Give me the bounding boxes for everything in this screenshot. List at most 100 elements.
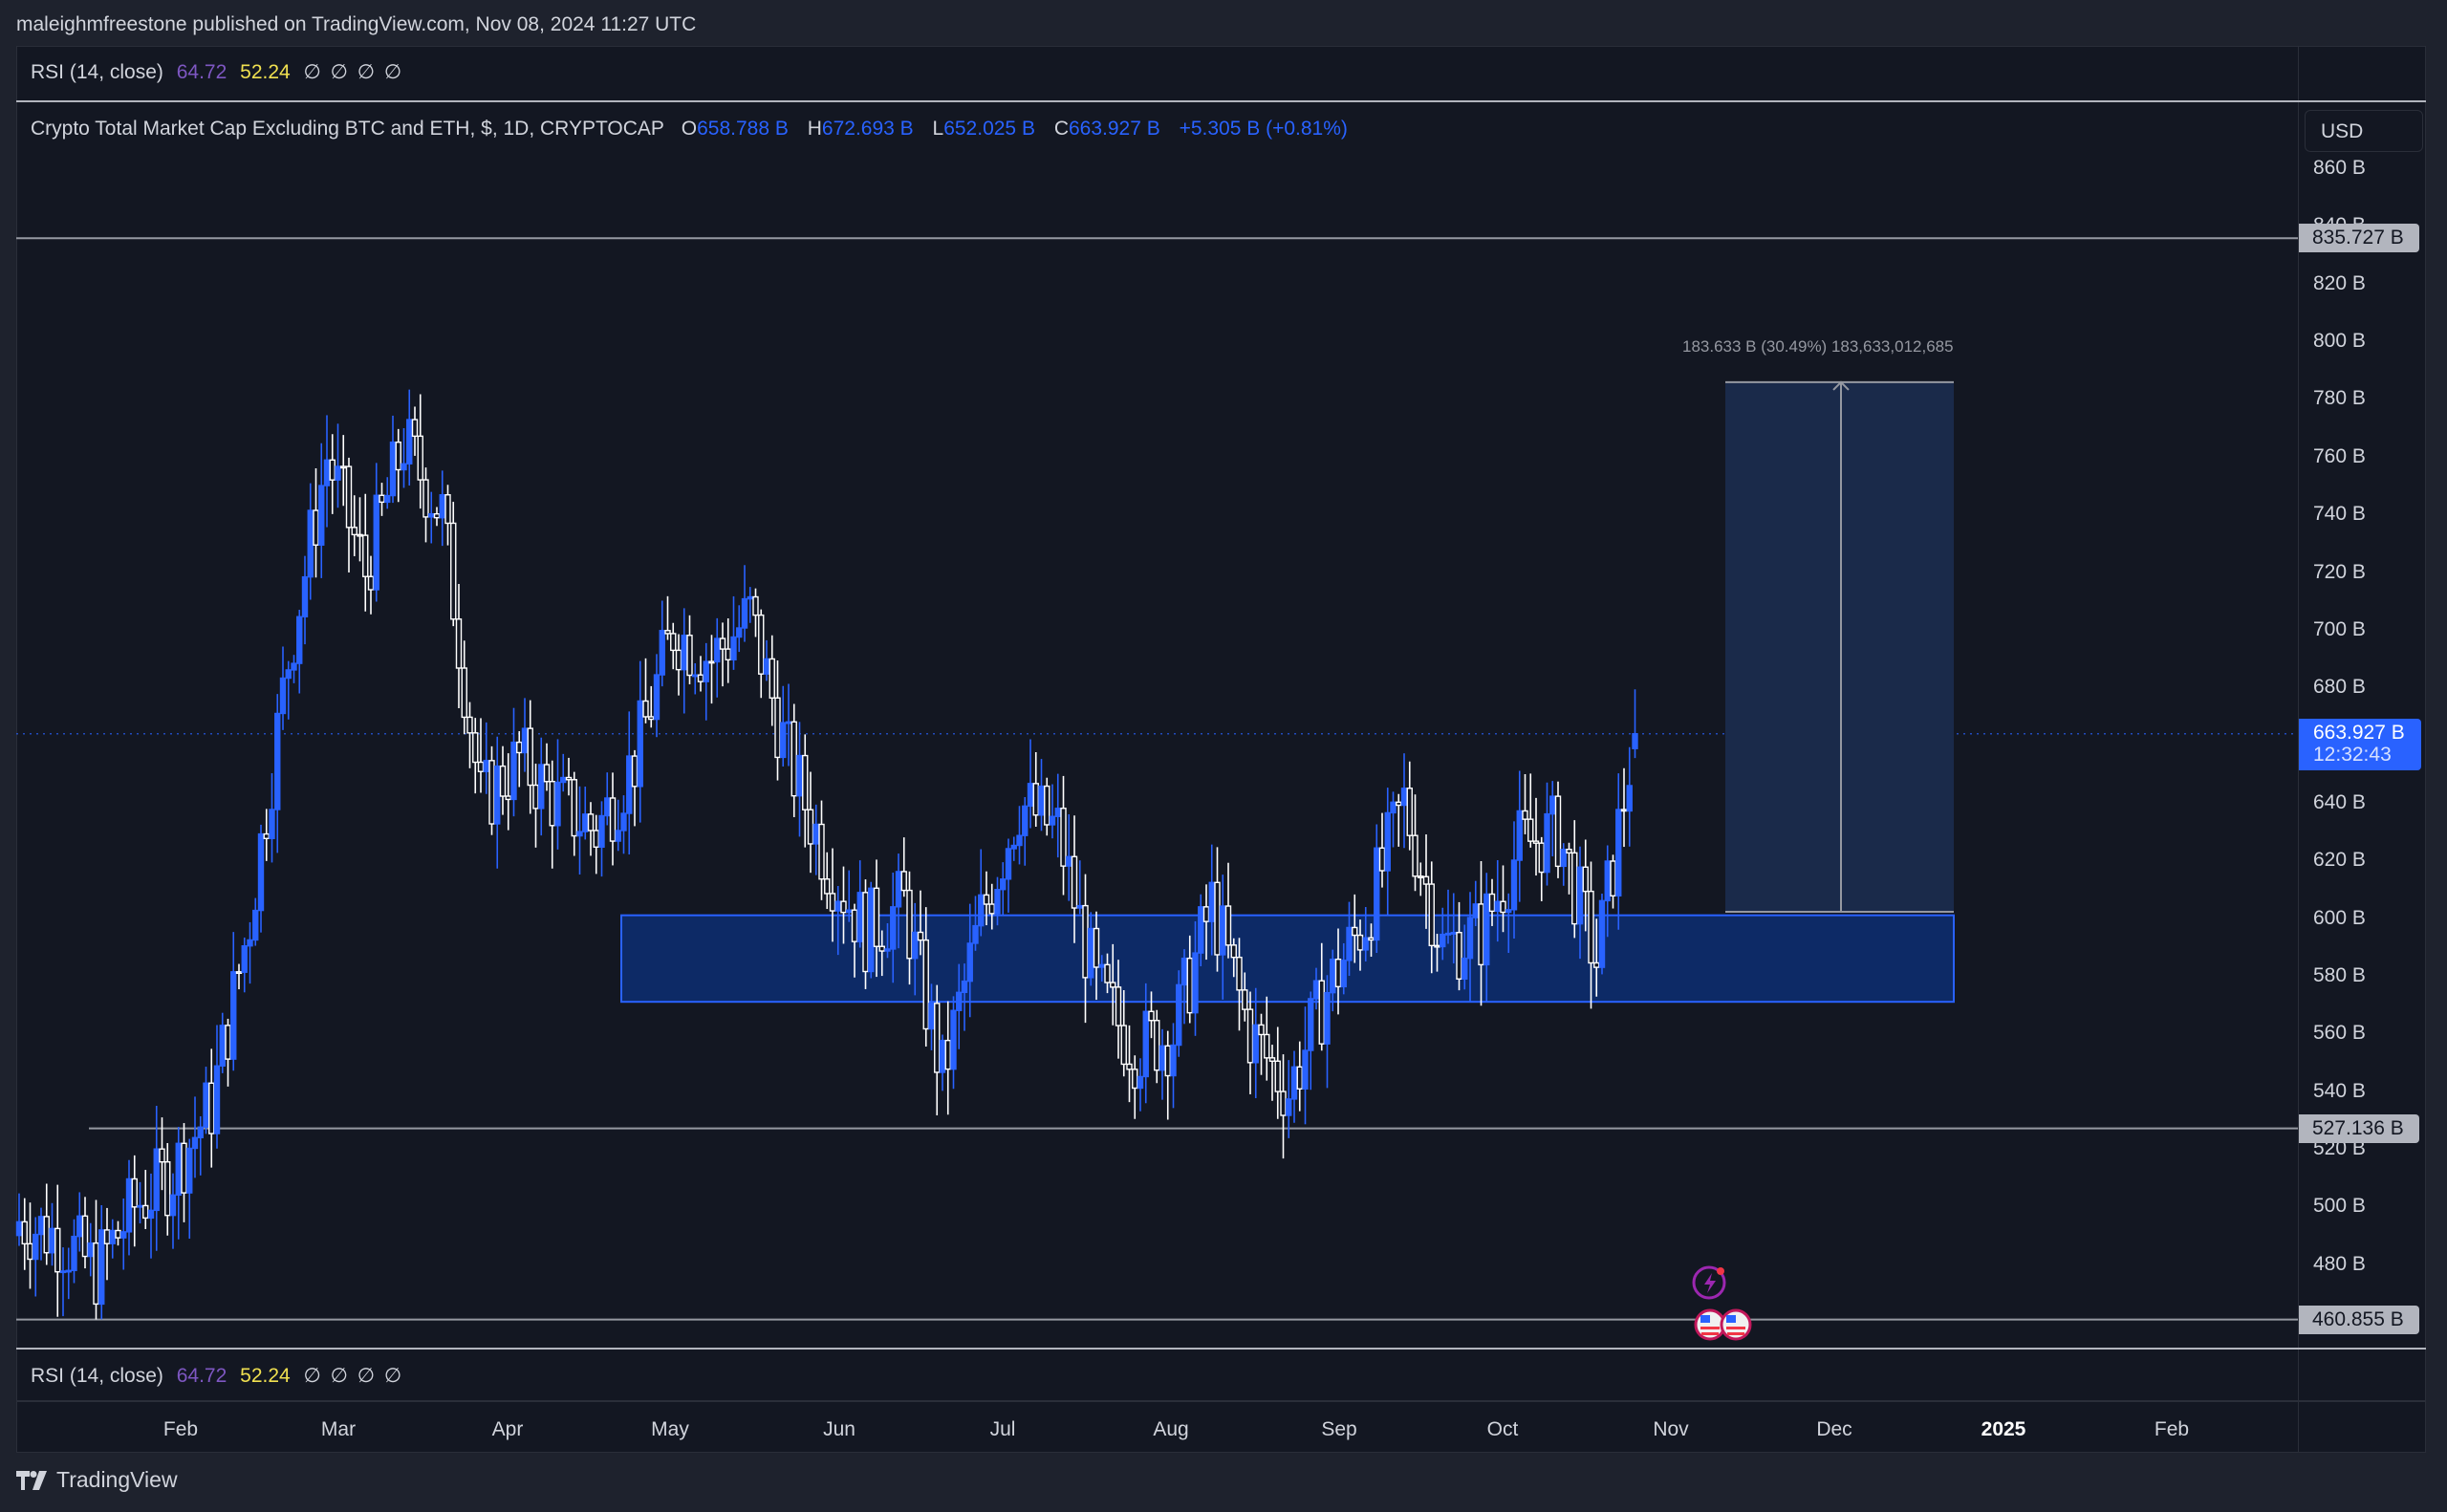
candle-body [109, 1229, 116, 1244]
candle-body [181, 1142, 187, 1194]
candle-body [1318, 980, 1325, 1045]
price-tick: 640 B [2313, 790, 2366, 813]
earnings-event-icon [1692, 1265, 1726, 1300]
candle-body [1440, 933, 1446, 948]
candle-body [455, 618, 463, 669]
candle-body [472, 732, 479, 764]
candle-body [444, 494, 451, 525]
symbol-legend[interactable]: Crypto Total Market Cap Excluding BTC an… [31, 118, 1355, 140]
candle-body [1192, 952, 1199, 1014]
candle-body [560, 776, 567, 784]
candle-body [1538, 842, 1545, 874]
candle-body [1560, 849, 1567, 868]
candle-body [373, 494, 379, 591]
candle-body [1246, 1008, 1254, 1064]
tradingview-brand: TradingView [56, 1467, 178, 1492]
symbol-title: Crypto Total Market Cap Excluding BTC an… [31, 118, 664, 140]
price-tick: 820 B [2313, 271, 2366, 294]
candle-body [1593, 961, 1600, 968]
candle-body [1620, 809, 1628, 812]
candle-body [543, 764, 551, 783]
candle-body [1450, 931, 1457, 935]
candle-body [1378, 847, 1386, 872]
candle-body [1566, 849, 1572, 854]
candle-body [697, 674, 704, 682]
candle-body [774, 697, 781, 759]
low-value: 652.025 B [943, 118, 1035, 140]
candle-body [1098, 963, 1105, 968]
last-price-value: 663.927 B [2313, 722, 2405, 744]
candle-body [313, 509, 319, 546]
price-tick: 800 B [2313, 330, 2366, 353]
candle-body [505, 795, 511, 801]
candle-body [379, 494, 385, 504]
candle-body [1312, 980, 1320, 1000]
candle-body [554, 781, 561, 827]
candle-body [1400, 788, 1408, 807]
candle-body [225, 1025, 231, 1060]
candle-body [846, 909, 853, 914]
candle-body [1340, 960, 1347, 988]
price-tick: 680 B [2313, 676, 2366, 699]
candle-body [659, 630, 665, 676]
pane-separator-bottom[interactable] [16, 1348, 2426, 1350]
time-tick: Oct [1486, 1418, 1519, 1440]
candle-body [1049, 815, 1056, 826]
candle-body [1066, 855, 1072, 867]
price-tick: 620 B [2313, 849, 2366, 872]
candle-body [98, 1229, 105, 1306]
candle-body [780, 722, 787, 759]
candle-body [76, 1215, 83, 1238]
candle-body [1076, 904, 1083, 909]
currency-button[interactable]: USD [2305, 110, 2423, 152]
candle-body [494, 765, 501, 825]
candle-body [1186, 957, 1193, 1014]
candle-body [1384, 811, 1391, 872]
candle-body [81, 1215, 89, 1258]
measure-box [1725, 381, 1954, 913]
candle-body [357, 533, 363, 537]
candle-body [345, 465, 353, 529]
tradingview-logo[interactable]: TradingView [16, 1467, 178, 1493]
price-tick: 760 B [2313, 444, 2366, 467]
candle-body [1208, 881, 1215, 922]
candle-body [576, 831, 583, 837]
time-tick: Sep [1321, 1418, 1357, 1440]
candle-body [1110, 982, 1116, 988]
candle-body [1505, 909, 1512, 914]
candle-body [1576, 866, 1584, 925]
candle-body [878, 945, 885, 952]
candle-body [235, 971, 243, 975]
candle-body [1302, 1049, 1309, 1090]
candle-body [323, 459, 331, 486]
horizontal-line-price-label[interactable]: 835.727 B [2299, 224, 2419, 253]
candle-body [1027, 783, 1034, 808]
flag-stripe [1701, 1332, 1719, 1335]
candle-body [1500, 900, 1506, 914]
open-label: O [681, 118, 698, 140]
candle-body [692, 674, 699, 678]
candle-body [1088, 927, 1094, 979]
candle-body [219, 1025, 226, 1067]
candle-body [1582, 866, 1589, 893]
candle-body [159, 1148, 165, 1163]
candle-body [1598, 899, 1606, 968]
candle-body [362, 534, 369, 577]
candle-body [593, 830, 599, 848]
flag-canton [1700, 1315, 1710, 1323]
candle-body [411, 419, 419, 438]
horizontal-line-price-label[interactable]: 460.855 B [2299, 1305, 2419, 1334]
candle-body [164, 1161, 171, 1217]
rsi-legend-top[interactable]: RSI (14, close) 64.72 52.24 ∅ ∅ ∅ ∅ [31, 60, 411, 84]
pane-separator-top[interactable] [16, 100, 2426, 102]
change-value: +5.305 B (+0.81%) [1179, 118, 1348, 140]
candle-body [642, 700, 649, 718]
candle-body [351, 527, 357, 536]
price-tick: 720 B [2313, 560, 2366, 583]
candle-body [1104, 963, 1111, 983]
candle-body [862, 892, 869, 973]
time-tick: Mar [320, 1418, 357, 1440]
rsi-legend-bottom[interactable]: RSI (14, close) 64.72 52.24 ∅ ∅ ∅ ∅ [31, 1364, 411, 1388]
horizontal-line-price-label[interactable]: 527.136 B [2299, 1113, 2419, 1143]
